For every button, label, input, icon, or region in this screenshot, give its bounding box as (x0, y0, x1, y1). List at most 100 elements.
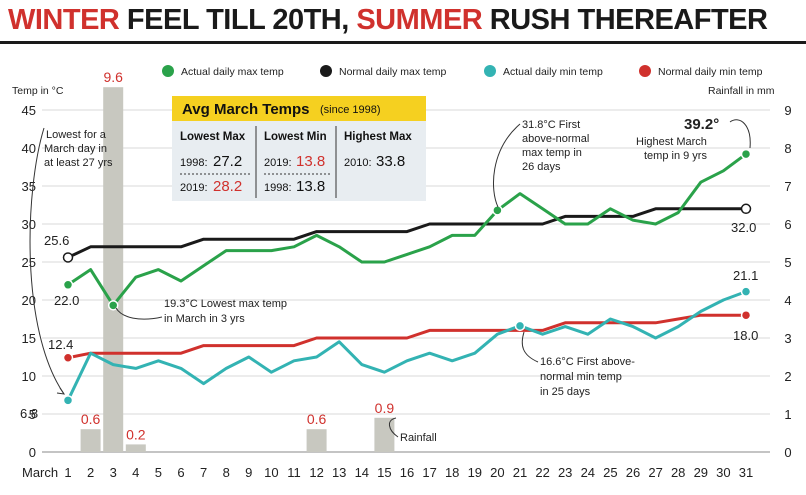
x-tick-label: 13 (332, 465, 346, 480)
x-tick-label: 19 (468, 465, 482, 480)
data-point-actual-min (740, 286, 752, 297)
data-point-normal-min (62, 352, 74, 364)
info-r2c2-value: 13.8 (296, 178, 325, 195)
data-point-normal-max (740, 203, 752, 215)
label-normal-min-end: 18.0 (733, 328, 758, 343)
rainfall-bar (374, 417, 395, 452)
legend-label-normal-min: Normal daily min temp (658, 66, 763, 78)
data-point-actual-max (740, 148, 752, 160)
x-tick-label: 3 (110, 465, 117, 480)
info-r1c1-year: 1998: (180, 157, 208, 169)
info-col3-header: Highest Max (344, 131, 412, 143)
y2-tick-label: 7 (784, 179, 791, 194)
annotation-first-above-min-line-1: 16.6°C First above- (540, 356, 635, 368)
y2-tick-label: 2 (784, 369, 791, 384)
label-actual-min-start: 6.8 (20, 406, 38, 421)
series-line-actual-min (66, 290, 747, 401)
x-tick-label: 2 (87, 465, 94, 480)
y-tick-label: 0 (29, 445, 36, 460)
annotation-highest: 39.2° Highest March temp in 9 yrs (636, 116, 751, 162)
data-point-actual-min (62, 395, 74, 406)
x-tick-label: 31 (739, 465, 753, 480)
title-rule (0, 41, 806, 44)
y-tick-label: 25 (22, 255, 36, 270)
label-actual-max-start: 22.0 (54, 293, 79, 308)
data-point-normal-min (740, 309, 752, 321)
y-tick-label: 40 (22, 141, 36, 156)
annotation-rainfall: Rainfall (389, 417, 437, 444)
rainfall-bar-label: 0.6 (307, 411, 327, 427)
rainfall-bar-label: 0.6 (81, 411, 101, 427)
label-normal-min-start: 12.4 (48, 337, 73, 352)
label-normal-max-start: 25.6 (44, 233, 69, 248)
x-tick-label: 20 (490, 465, 504, 480)
legend: Actual daily max temp Normal daily max t… (162, 65, 763, 78)
title-part-summer: SUMMER (356, 4, 483, 36)
info-r2c1-value: 28.2 (213, 178, 242, 195)
y-tick-label: 15 (22, 331, 36, 346)
title-part-rush: RUSH THEREAFTER (482, 4, 768, 36)
y2-axis-title: Rainfall in mm (708, 85, 775, 97)
x-tick-label: 11 (287, 465, 301, 480)
y-tick-label: 5 (29, 407, 36, 422)
annotation-first-above-max-line-1: 31.8°C First (522, 119, 580, 131)
legend-label-normal-max: Normal daily max temp (339, 66, 447, 78)
y-tick-label: 10 (22, 369, 36, 384)
x-tick-label: 29 (694, 465, 708, 480)
x-tick-label: 12 (309, 465, 323, 480)
x-tick-label: 14 (355, 465, 369, 480)
annotation-lowest-day-arrowhead (56, 387, 66, 395)
x-tick-label: 21 (513, 465, 527, 480)
annotation-lowest-day: Lowest for a March day in at least 27 yr… (29, 127, 113, 395)
info-r2c2-year: 1998: (264, 182, 292, 194)
rainfall-bar (125, 444, 146, 452)
annotation-first-above-min: 16.6°C First above- normal min temp in 2… (521, 331, 635, 398)
x-tick-label: 26 (626, 465, 640, 480)
y2-tick-label: 8 (784, 141, 791, 156)
rainfall-bar (103, 87, 124, 452)
x-tick-label: 5 (155, 465, 162, 480)
data-point-actual-max (492, 205, 503, 216)
y2-tick-label: 5 (784, 255, 791, 270)
info-box-background (172, 121, 426, 201)
annotation-first-above-max-line-3: max temp in (522, 147, 582, 159)
annotation-lowest-day-line-1: Lowest for a (46, 129, 107, 141)
x-tick-label: 6 (177, 465, 184, 480)
annotation-lowest-day-arrow (29, 127, 65, 395)
annotation-lowest-max-line-1: 19.3°C Lowest max temp (164, 298, 287, 310)
label-actual-min-end: 21.1 (733, 268, 758, 283)
data-point-actual-max (107, 300, 119, 311)
y2-tick-label: 4 (784, 293, 791, 308)
rainfall-bars: 0.6 9.6 0.2 0.6 0.9 (80, 69, 395, 452)
data-point-normal-max (62, 252, 74, 263)
annotation-rainfall-label: Rainfall (400, 432, 437, 444)
data-point-actual-min (514, 320, 526, 332)
rainfall-bar-label: 0.9 (375, 400, 395, 416)
x-tick-label: 4 (132, 465, 139, 480)
x-tick-label: 10 (264, 465, 278, 480)
info-r1c3-year: 2010: (344, 157, 372, 169)
y2-tick-label: 3 (784, 331, 791, 346)
y2-axis-ticks: 0 1 2 3 4 5 6 7 8 9 (784, 103, 791, 460)
y2-tick-label: 9 (784, 103, 791, 118)
annotation-first-above-max: 31.8°C First above-normal max temp in 26… (493, 119, 589, 208)
legend-marker-normal-max (320, 65, 332, 77)
legend-marker-actual-min (484, 65, 496, 77)
info-r1c3-value: 33.8 (376, 153, 405, 170)
legend-label-actual-max: Actual daily max temp (181, 66, 284, 78)
legend-marker-normal-min (639, 65, 651, 77)
x-tick-label: 30 (716, 465, 730, 480)
info-box-title: Avg March Temps (182, 101, 310, 118)
annotation-first-above-max-line-2: above-normal (522, 133, 589, 145)
x-tick-label: 27 (648, 465, 662, 480)
x-tick-label: 24 (581, 465, 595, 480)
legend-marker-actual-max (162, 65, 174, 77)
info-r1c1-value: 27.2 (213, 153, 242, 170)
annotation-lowest-max-line-2: in March in 3 yrs (164, 313, 245, 325)
info-col1-header: Lowest Max (180, 131, 246, 143)
x-tick-label: 22 (535, 465, 549, 480)
x-tick-label: 25 (603, 465, 617, 480)
y-tick-label: 30 (22, 217, 36, 232)
annotation-first-above-max-arrow (493, 123, 521, 208)
